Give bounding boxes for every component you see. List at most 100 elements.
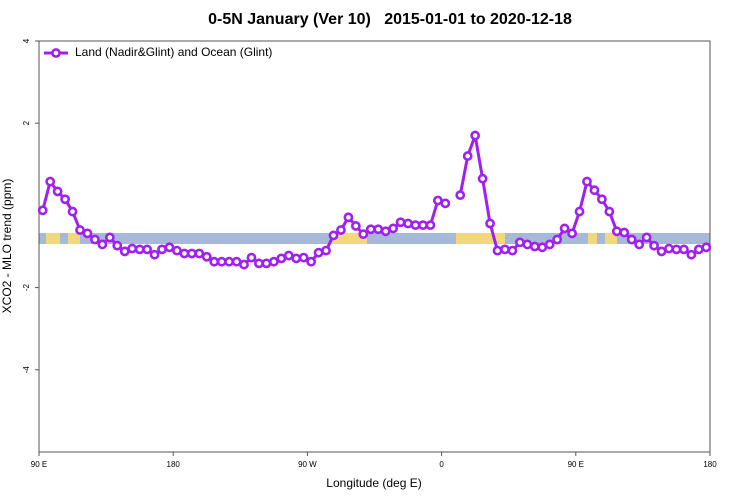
data-point xyxy=(462,151,473,161)
data-point xyxy=(45,176,56,187)
data-point xyxy=(470,130,481,141)
data-point xyxy=(60,194,70,205)
y-tick-label: 2 xyxy=(22,120,31,125)
data-point xyxy=(380,226,391,237)
x-tick-label: 90 W xyxy=(298,460,317,469)
data-point xyxy=(403,218,413,229)
data-point xyxy=(410,220,421,231)
series-line xyxy=(41,178,446,267)
data-point xyxy=(373,224,384,235)
data-point xyxy=(313,247,324,258)
data-point xyxy=(440,198,451,209)
x-tick-label: 0 xyxy=(439,460,444,469)
data-point xyxy=(701,242,712,253)
land-band xyxy=(46,233,60,244)
series xyxy=(37,129,712,270)
data-point xyxy=(567,228,577,239)
data-point xyxy=(350,221,361,231)
data-point xyxy=(254,258,264,269)
data-point xyxy=(634,239,645,250)
data-point xyxy=(507,245,518,256)
data-point xyxy=(425,220,436,231)
data-point xyxy=(246,252,257,263)
data-point xyxy=(328,230,339,241)
legend-text: Land (Nadir&Glint) and Ocean (Glint) xyxy=(75,45,272,59)
data-point xyxy=(179,248,190,259)
data-point xyxy=(276,253,287,264)
data-point xyxy=(514,237,525,248)
land-band xyxy=(605,233,617,244)
chart-title: 0-5N January (Ver 10) 2015-01-01 to 2020… xyxy=(208,11,572,28)
data-point xyxy=(216,256,227,267)
x-axis-label: Longitude (deg E) xyxy=(326,476,421,490)
data-point xyxy=(418,220,428,231)
data-point xyxy=(611,226,622,237)
data-point xyxy=(231,256,242,267)
data-point xyxy=(641,232,652,243)
data-point xyxy=(679,244,689,255)
data-point xyxy=(97,239,108,250)
data-point xyxy=(67,206,78,217)
data-point xyxy=(656,246,667,257)
data-point xyxy=(261,258,272,269)
data-point xyxy=(582,176,592,187)
data-point xyxy=(194,248,205,259)
data-point xyxy=(306,256,317,267)
y-axis-label: XCO2 - MLO trend (ppm) xyxy=(0,179,14,314)
data-point xyxy=(395,217,406,228)
data-point xyxy=(186,248,197,259)
data-point xyxy=(529,241,540,252)
data-point xyxy=(82,228,93,239)
data-point xyxy=(291,253,302,264)
data-point xyxy=(90,234,100,245)
land-band xyxy=(456,233,505,244)
land-band xyxy=(330,233,367,244)
data-point xyxy=(626,234,637,245)
ocean-band xyxy=(39,233,710,244)
data-point xyxy=(671,244,682,255)
data-point xyxy=(157,244,167,255)
data-point xyxy=(365,224,376,235)
data-point xyxy=(649,240,659,251)
data-point xyxy=(559,223,570,234)
data-point xyxy=(224,256,235,267)
data-point xyxy=(544,239,555,250)
y-tick-label: -4 xyxy=(22,366,31,374)
data-point xyxy=(477,173,488,184)
data-point xyxy=(619,227,630,238)
data-point xyxy=(336,225,346,235)
data-point xyxy=(298,252,309,263)
x-tick-label: 90 E xyxy=(568,460,584,469)
y-tick-label: -2 xyxy=(22,283,31,291)
data-point xyxy=(686,249,697,260)
data-point xyxy=(604,206,615,217)
data-point xyxy=(574,206,585,217)
data-point xyxy=(358,229,369,240)
y-tick-label: 4 xyxy=(22,38,31,43)
data-point xyxy=(149,249,160,260)
x-tick-label: 180 xyxy=(703,460,717,469)
data-point xyxy=(268,256,279,267)
data-point xyxy=(75,225,85,235)
data-point xyxy=(37,205,48,216)
data-point xyxy=(209,256,220,267)
data-point xyxy=(492,245,503,256)
data-point xyxy=(522,239,533,250)
data-point xyxy=(388,223,399,234)
data-point xyxy=(283,250,294,261)
data-point xyxy=(52,186,63,197)
x-tick-label: 90 E xyxy=(31,460,47,469)
legend-marker xyxy=(51,48,61,58)
data-point xyxy=(127,243,138,254)
data-point xyxy=(164,242,175,253)
data-point xyxy=(500,244,510,255)
data-point xyxy=(134,244,145,255)
data-point xyxy=(343,212,354,223)
data-point xyxy=(112,240,123,251)
land-band xyxy=(68,233,80,244)
data-point xyxy=(432,195,443,206)
land-band xyxy=(588,233,597,244)
data-point xyxy=(321,245,331,256)
